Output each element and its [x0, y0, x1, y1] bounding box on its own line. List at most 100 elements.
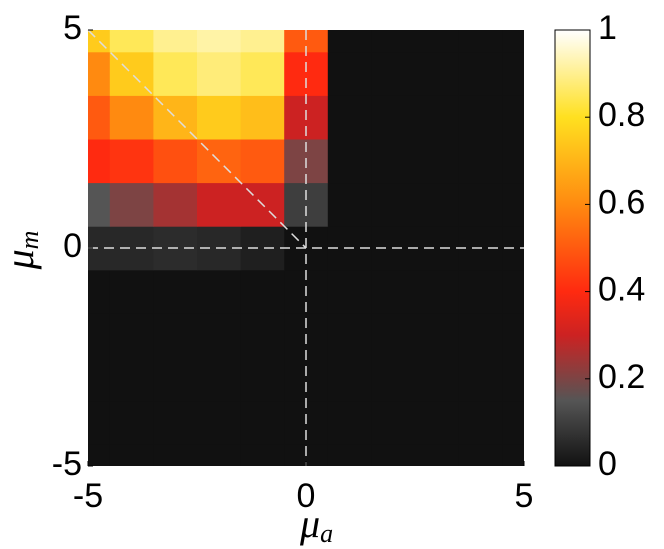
heatmap-cell — [502, 313, 524, 358]
heatmap-cell — [88, 139, 111, 184]
heatmap-cell — [327, 51, 372, 96]
heatmap-cell — [458, 139, 503, 184]
heatmap-cell — [327, 139, 372, 184]
heatmap-cell — [371, 400, 416, 445]
heatmap-cell — [371, 51, 416, 96]
colorbar-tick-label: 0 — [598, 445, 617, 483]
heatmap-cell — [458, 400, 503, 445]
heatmap-cell — [240, 30, 285, 53]
heatmap-cell — [502, 95, 524, 140]
heatmap-cell — [109, 269, 154, 314]
heatmap-cell — [371, 95, 416, 140]
heatmap-cell — [88, 182, 111, 227]
heatmap-cell — [240, 400, 285, 445]
heatmap-cell — [197, 444, 242, 466]
heatmap-cell — [240, 139, 285, 184]
heatmap-cell — [88, 444, 111, 466]
colorbar-tick-label: 0.6 — [598, 183, 645, 221]
heatmap-cell — [415, 139, 460, 184]
heatmap-cell — [109, 400, 154, 445]
heatmap-cell — [88, 51, 111, 96]
heatmap-cell — [415, 30, 460, 53]
colorbar-tick-label: 1 — [598, 9, 617, 47]
heatmap-cell — [109, 95, 154, 140]
colorbar-tick-label: 0.8 — [598, 96, 645, 134]
heatmap-cell — [109, 313, 154, 358]
heatmap-cell — [153, 400, 198, 445]
heatmap-cell — [458, 313, 503, 358]
heatmap-cell — [88, 313, 111, 358]
heatmap-cell — [327, 313, 372, 358]
heatmap-cell — [240, 226, 285, 271]
heatmap-cell — [153, 444, 198, 466]
heatmap-cell — [153, 182, 198, 227]
heatmap-cell — [240, 51, 285, 96]
heatmap-cell — [371, 357, 416, 402]
heatmap-cell — [327, 357, 372, 402]
heatmap-cell — [284, 182, 329, 227]
heatmap-cell — [240, 313, 285, 358]
heatmap-cell — [153, 139, 198, 184]
heatmap-cell — [153, 51, 198, 96]
heatmap-cell — [197, 30, 242, 53]
heatmap-cell — [284, 357, 329, 402]
heatmap-cell — [415, 444, 460, 466]
heatmap-cell — [458, 269, 503, 314]
heatmap-cell — [415, 226, 460, 271]
heatmap-cell — [458, 444, 503, 466]
heatmap-cell — [415, 269, 460, 314]
x-tick-label: 5 — [515, 477, 534, 515]
heatmap-cell — [327, 30, 372, 53]
heatmap-cell — [153, 30, 198, 53]
heatmap-cell — [109, 182, 154, 227]
heatmap-cell — [197, 357, 242, 402]
x-tick-label: 0 — [297, 477, 316, 515]
heatmap-cell — [502, 400, 524, 445]
heatmap-cell — [458, 30, 503, 53]
heatmap-cell — [327, 269, 372, 314]
heatmap-cell — [197, 95, 242, 140]
heatmap-cell — [88, 95, 111, 140]
heatmap-cell — [371, 269, 416, 314]
heatmap-cell — [88, 269, 111, 314]
heatmap-cell — [371, 182, 416, 227]
heatmap-cell — [458, 182, 503, 227]
colorbar — [555, 30, 590, 466]
heatmap-cell — [502, 182, 524, 227]
heatmap-cell — [415, 313, 460, 358]
heatmap-cell — [415, 357, 460, 402]
heatmap-cell — [502, 30, 524, 53]
heatmap-cell — [415, 400, 460, 445]
heatmap-cell — [327, 95, 372, 140]
heatmap-cell — [197, 182, 242, 227]
heatmap-cell — [415, 51, 460, 96]
colorbar-tick-label: 0.2 — [598, 358, 645, 396]
heatmap-cell — [109, 444, 154, 466]
y-tick-label: -5 — [52, 445, 82, 483]
heatmap-cell — [371, 30, 416, 53]
heatmap-cell — [502, 269, 524, 314]
heatmap-cell — [88, 400, 111, 445]
heatmap-cell — [284, 51, 329, 96]
heatmap-cell — [327, 182, 372, 227]
heatmap-cell — [240, 357, 285, 402]
heatmap-cell — [458, 95, 503, 140]
heatmap-cell — [109, 357, 154, 402]
heatmap-cell — [371, 444, 416, 466]
heatmap-cell — [88, 226, 111, 271]
heatmap-cell — [153, 269, 198, 314]
heatmap-cell — [153, 357, 198, 402]
heatmap-cell — [458, 51, 503, 96]
colorbar-tick-label: 0.4 — [598, 271, 645, 309]
heatmap-cell — [458, 357, 503, 402]
heatmap-cell — [371, 313, 416, 358]
heatmap-cell — [284, 30, 329, 53]
heatmap-cell — [415, 95, 460, 140]
y-tick-label: 5 — [63, 9, 82, 47]
heatmap-cell — [502, 357, 524, 402]
heatmap-cell — [197, 269, 242, 314]
heatmap-cell — [502, 51, 524, 96]
heatmap-cell — [502, 139, 524, 184]
